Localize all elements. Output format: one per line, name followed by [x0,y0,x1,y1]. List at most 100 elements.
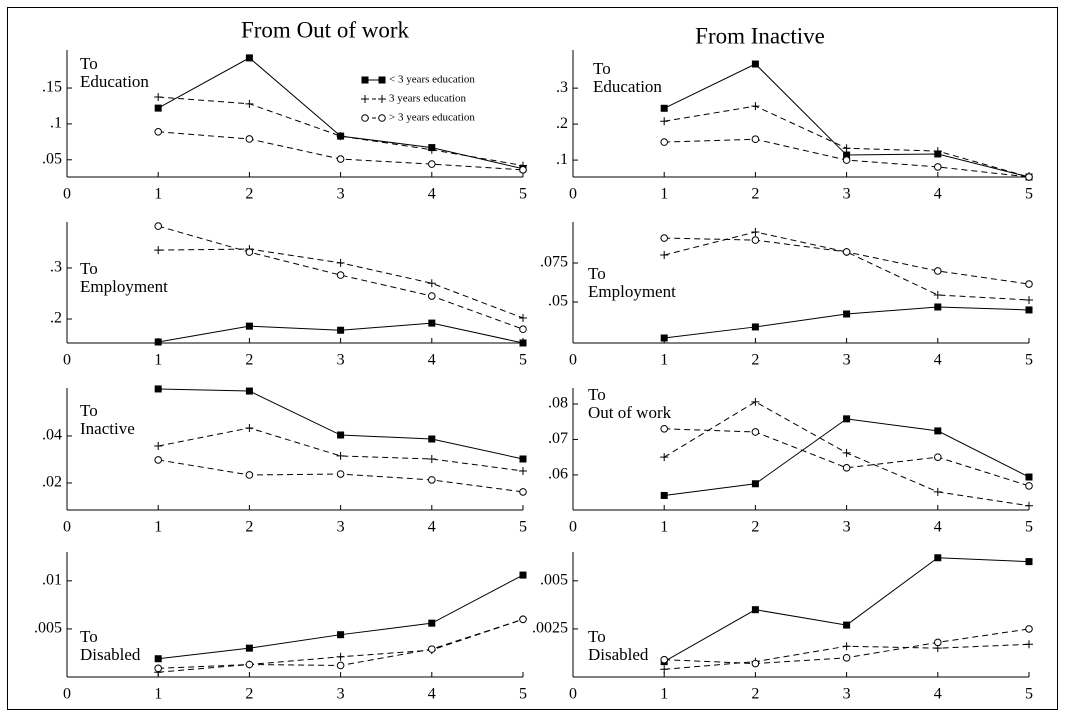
panel-label: Education [80,72,149,91]
data-point [751,606,759,614]
y-tick-label: .01 [42,572,62,589]
x-tick-label: 5 [1025,352,1033,369]
y-tick-label: .02 [42,474,62,491]
data-point [519,339,527,347]
x-tick-label: 2 [751,686,759,703]
panel-label: Employment [80,277,168,296]
panel-label: To [80,627,98,646]
data-point [843,151,851,159]
data-point [660,117,669,126]
x-tick-label: 5 [519,686,527,703]
legend-label: > 3 years education [389,112,475,124]
data-point [427,279,436,288]
data-point [660,234,669,242]
y-tick-label: .005 [34,620,62,637]
y-tick-label: .04 [42,427,62,444]
data-point [751,428,760,436]
data-point [842,144,851,153]
frame [7,7,1058,710]
legend-marker [361,114,369,122]
x-tick-label: 1 [660,186,668,203]
data-point [751,227,760,236]
x-tick-label: 5 [519,186,527,203]
data-point [245,644,253,652]
data-point [660,665,669,674]
x-tick-label: 3 [337,352,345,369]
data-point [245,54,253,62]
data-point [519,455,527,463]
x-tick-label: 0 [569,352,577,369]
legend-marker [361,95,369,103]
x-tick-label: 0 [569,519,577,536]
data-point [336,132,345,141]
x-tick-label: 0 [569,686,577,703]
data-point [519,325,527,334]
data-point [428,435,436,443]
x-tick-label: 2 [245,186,253,203]
data-point [336,258,345,267]
panel-label: Out of work [588,403,672,422]
data-point [1025,501,1033,510]
data-point [934,554,942,562]
data-point [1025,295,1033,304]
data-point [843,415,851,423]
x-tick-label: 3 [843,352,851,369]
x-tick-label: 2 [245,519,253,536]
data-point [154,385,162,393]
x-tick-label: 0 [63,352,71,369]
data-point [428,619,436,627]
y-tick-label: .06 [548,466,568,483]
series-line [158,427,524,472]
data-point [933,147,942,156]
data-point [751,397,760,406]
column-title: From Out of work [241,17,410,42]
data-point [154,246,163,255]
x-tick-label: 4 [428,686,436,703]
data-point [337,431,345,439]
data-point [933,487,942,496]
data-point [1025,558,1033,566]
x-tick-label: 4 [428,352,436,369]
x-tick-label: 1 [154,186,162,203]
data-point [337,326,345,334]
series-line [158,574,524,660]
x-tick-label: 0 [63,519,71,536]
legend-marker [378,114,386,122]
x-tick-label: 1 [660,686,668,703]
data-point [336,661,345,670]
data-point [245,99,254,108]
data-point [154,655,162,663]
data-point [751,60,759,68]
data-point [660,491,668,499]
x-tick-label: 3 [337,186,345,203]
panel-label: To [80,54,98,73]
data-point [154,664,162,673]
y-tick-label: .15 [42,79,62,96]
y-tick-label: .075 [540,254,568,271]
panel-label: To [588,627,606,646]
data-point [245,135,254,143]
x-tick-label: 1 [154,352,162,369]
data-point [1025,280,1033,288]
data-point [1025,625,1033,633]
data-point [660,655,669,664]
data-point [336,652,345,661]
data-point [336,271,345,279]
data-point [154,456,162,464]
data-point [427,145,436,154]
x-tick-label: 5 [1025,186,1033,203]
series-line [158,96,524,167]
data-point [154,104,162,112]
data-point [751,480,759,488]
y-tick-label: .05 [42,150,62,167]
x-tick-label: 2 [245,686,253,703]
data-point [1025,306,1033,314]
data-point [934,163,942,171]
legend-marker [361,76,369,84]
data-point [336,155,345,163]
panel-label: To [593,59,611,78]
data-point [934,427,942,435]
x-tick-label: 1 [154,686,162,703]
x-tick-label: 3 [843,519,851,536]
y-tick-label: .1 [50,115,62,132]
